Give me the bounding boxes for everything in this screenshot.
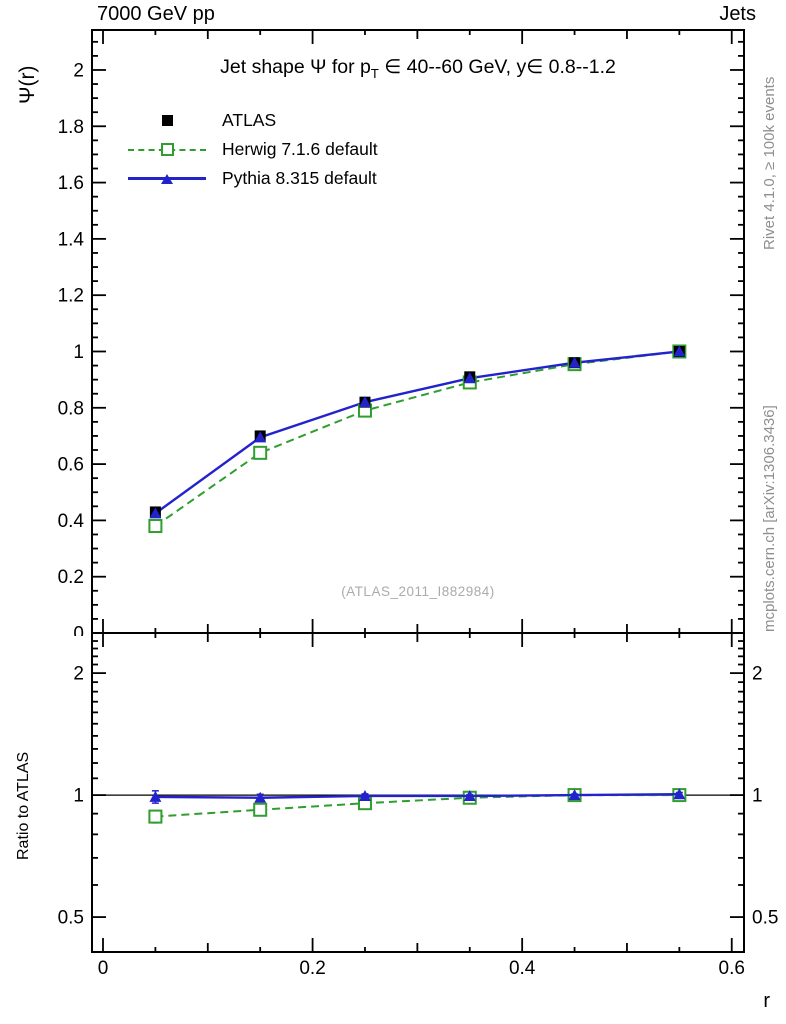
svg-text:0.4: 0.4 [58, 511, 85, 532]
main-y-axis-title: Ψ(r) [16, 65, 39, 104]
plot-title-subscript: T [370, 65, 379, 81]
svg-text:1: 1 [73, 342, 84, 363]
svg-text:1: 1 [752, 786, 763, 807]
ratio-y-axis-title: Ratio to ATLAS [15, 751, 32, 860]
svg-text:0.8: 0.8 [58, 398, 84, 419]
herwig-open-square-dashed-icon [128, 140, 206, 160]
svg-text:0.5: 0.5 [752, 908, 778, 929]
legend-item-pythia: Pythia 8.315 default [128, 164, 378, 193]
svg-text:2: 2 [73, 664, 84, 685]
legend-label: Herwig 7.1.6 default [222, 139, 378, 159]
process-label: Jets [719, 3, 756, 25]
svg-text:0.6: 0.6 [58, 455, 84, 476]
plot-title-text-2: ∈ 40--60 GeV, y∈ 0.8--1.2 [378, 56, 616, 78]
plot-title-text: Jet shape Ψ for p [220, 56, 371, 78]
svg-text:1.6: 1.6 [58, 173, 84, 194]
plot-title: Jet shape Ψ for pT ∈ 40--60 GeV, y∈ 0.8-… [92, 55, 744, 81]
svg-text:2: 2 [752, 664, 763, 685]
svg-text:0.2: 0.2 [299, 958, 325, 979]
legend-label: ATLAS [222, 110, 277, 130]
x-axis-title: r [763, 990, 770, 1012]
svg-text:0.4: 0.4 [509, 958, 536, 979]
svg-text:1.8: 1.8 [58, 117, 84, 138]
main-series [148, 344, 687, 534]
svg-text:0.5: 0.5 [58, 908, 84, 929]
ratio-series [92, 788, 744, 824]
svg-text:0: 0 [73, 624, 84, 645]
legend-item-atlas: ATLAS [128, 106, 378, 135]
beam-energy-label: 7000 GeV pp [97, 3, 215, 25]
svg-text:0: 0 [98, 958, 109, 979]
svg-text:1.4: 1.4 [58, 229, 85, 250]
pythia-triangle-solid-line-icon [128, 169, 206, 189]
tick-labels: 0 0.2 0.4 0.6 0 0.2 0.4 0.6 0.8 1 1.2 1.4 1.6 1.8 2 0.5… [58, 60, 779, 979]
rivet-version-note: Rivet 4.1.0, ≥ 100k events [761, 76, 778, 250]
legend-label: Pythia 8.315 default [222, 168, 377, 188]
svg-text:0.2: 0.2 [58, 567, 84, 588]
legend: ATLAS Herwig 7.1.6 default Pythia 8.315 … [128, 106, 378, 193]
svg-text:1: 1 [73, 786, 84, 807]
atlas-filled-square-icon [128, 111, 206, 131]
svg-text:0.6: 0.6 [719, 958, 745, 979]
svg-text:1.2: 1.2 [58, 286, 84, 307]
svg-text:2: 2 [73, 60, 84, 81]
mcplots-credit-note: mcplots.cern.ch [arXiv:1306.3436] [761, 405, 778, 632]
legend-item-herwig: Herwig 7.1.6 default [128, 135, 378, 164]
analysis-id-watermark: (ATLAS_2011_I882984) [341, 584, 495, 599]
axis-ticks [92, 30, 744, 952]
